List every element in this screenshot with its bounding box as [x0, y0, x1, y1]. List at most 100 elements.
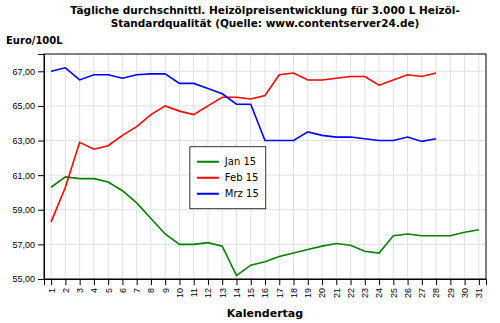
grid-line-x: [293, 54, 294, 279]
tick-mark: [165, 279, 166, 285]
plot: 1234567891011121314151617181920212223242…: [12, 54, 486, 298]
tick: 19: [303, 279, 313, 298]
legend-label: Feb 15: [225, 172, 259, 183]
tick-mark: [422, 279, 423, 285]
tick: 9: [161, 279, 171, 293]
tick: 14: [232, 279, 242, 298]
tick-label: 26: [403, 288, 413, 298]
tick-label: 5: [104, 288, 114, 293]
grid-line-y: [44, 105, 486, 106]
tick-label: 3: [75, 288, 85, 293]
grid-line-x: [450, 54, 451, 279]
tick: 21: [332, 279, 342, 298]
tick-label: 59,00: [12, 205, 35, 215]
tick-label: 67,00: [12, 67, 35, 77]
legend-swatch: [197, 193, 219, 195]
grid-line-x: [79, 54, 80, 279]
tick: 23: [360, 279, 370, 298]
tick: 12: [203, 279, 213, 298]
tick-label: 18: [289, 288, 299, 298]
grid-line-x: [122, 54, 123, 279]
tick-label: 28: [431, 288, 441, 298]
tick-mark: [151, 279, 152, 285]
tick-label: 11: [189, 288, 199, 297]
tick-mark: [365, 279, 366, 285]
tick-label: 1: [47, 288, 57, 293]
legend-label: Mrz 15: [225, 188, 259, 199]
tick-label: 14: [232, 288, 242, 298]
grid-line-x: [165, 54, 166, 279]
tick-label: 15: [246, 288, 256, 298]
tick: 67,00: [12, 67, 44, 77]
tick-label: 61,00: [12, 171, 35, 181]
tick: 55,00: [12, 274, 44, 284]
tick-mark: [436, 279, 437, 285]
tick-mark: [379, 279, 380, 285]
tick: 61,00: [12, 171, 44, 181]
tick-label: 10: [175, 288, 185, 298]
tick: 16: [260, 279, 270, 298]
axis-line: [45, 280, 487, 286]
tick: 6: [118, 279, 128, 293]
tick-mark: [38, 141, 44, 142]
plot-frame: [44, 54, 486, 279]
grid-line-x: [179, 54, 180, 279]
tick-label: 16: [260, 288, 270, 298]
grid-line-x: [108, 54, 109, 279]
tick: 31: [474, 279, 484, 298]
tick-label: 30: [460, 288, 470, 298]
tick-mark: [38, 106, 44, 107]
tick-mark: [222, 279, 223, 285]
grid-line-y: [44, 71, 486, 72]
tick: 10: [175, 279, 185, 298]
grid-line-y: [44, 209, 486, 210]
title-line: Tägliche durchschnittl. Heizölpreisentwi…: [70, 4, 460, 16]
title-line: Standardqualität (Quelle: www.contentser…: [111, 17, 420, 29]
x-axis-title: Kalendertag: [227, 307, 303, 320]
grid-line-x: [307, 54, 308, 279]
title: Tägliche durchschnittl. Heizölpreisentwi…: [70, 4, 460, 29]
tick: 13: [218, 279, 228, 298]
tick-label: 55,00: [12, 274, 35, 284]
series-line: [51, 73, 436, 222]
tick: 2: [61, 279, 71, 293]
grid: [44, 54, 486, 279]
tick-mark: [94, 279, 95, 285]
grid-line-x: [393, 54, 394, 279]
tick: 65,00: [12, 101, 44, 111]
legend-item: Jan 15: [197, 156, 256, 167]
tick-mark: [51, 279, 52, 285]
tick-label: 9: [161, 288, 171, 293]
tick-mark: [265, 279, 266, 285]
tick: 17: [275, 279, 285, 298]
grid-line-y: [44, 244, 486, 245]
tick-mark: [393, 279, 394, 285]
axis-line: [38, 55, 45, 280]
tick-mark: [351, 279, 352, 285]
tick-label: 31: [474, 288, 484, 298]
tick-mark: [479, 279, 480, 285]
tick: 18: [289, 279, 299, 298]
grid-line-x: [279, 54, 280, 279]
tick-label: 25: [389, 288, 399, 298]
tick-mark: [251, 279, 252, 285]
tick: 59,00: [12, 205, 44, 215]
tick-mark: [108, 279, 109, 285]
grid-line-x: [478, 54, 479, 279]
tick: 3: [75, 279, 85, 293]
tick-mark: [294, 279, 295, 285]
tick-label: 13: [218, 288, 228, 298]
tick-label: 27: [417, 288, 427, 298]
tick-label: 2: [61, 288, 71, 293]
grid-line-x: [336, 54, 337, 279]
tick-mark: [279, 279, 280, 285]
tick: 15: [246, 279, 256, 298]
tick-label: 21: [332, 288, 342, 298]
tick-label: 23: [360, 288, 370, 298]
tick-mark: [122, 279, 123, 285]
tick: 57,00: [12, 240, 44, 250]
tick-mark: [179, 279, 180, 285]
legend: Jan 15 Feb 15 Mrz 15: [190, 147, 266, 209]
grid-line-x: [407, 54, 408, 279]
tick-label: 57,00: [12, 240, 35, 250]
